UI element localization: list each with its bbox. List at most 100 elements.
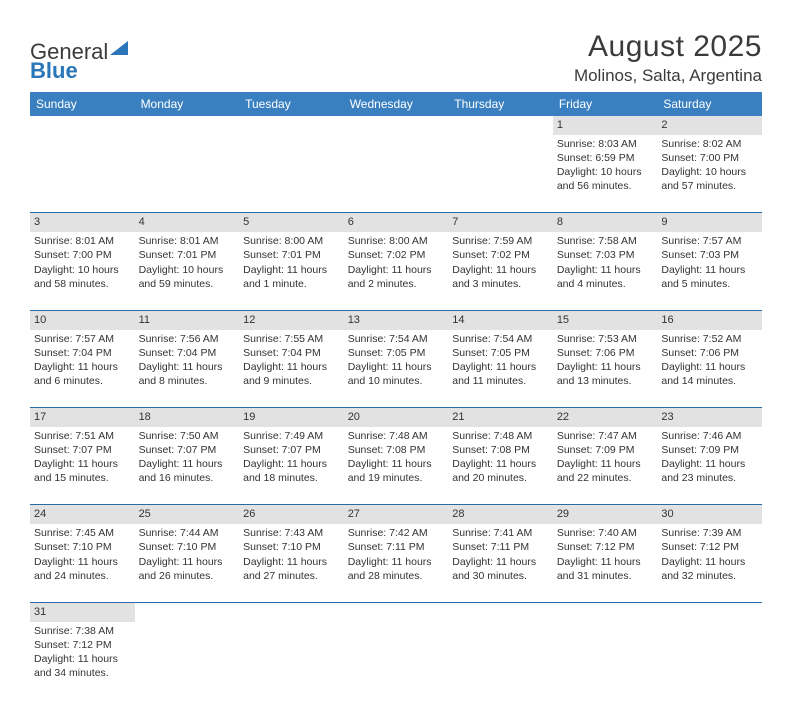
dl2-text: and 58 minutes. [34, 277, 131, 291]
sunrise-text: Sunrise: 8:00 AM [348, 234, 445, 248]
day-number-cell: 20 [344, 408, 449, 427]
day-cell: Sunrise: 7:42 AMSunset: 7:11 PMDaylight:… [344, 524, 449, 602]
day-number-cell: 30 [657, 505, 762, 524]
weekday-header: Saturday [657, 92, 762, 116]
sunset-text: Sunset: 7:02 PM [452, 248, 549, 262]
sunset-text: Sunset: 7:04 PM [139, 346, 236, 360]
day-cell: Sunrise: 7:48 AMSunset: 7:08 PMDaylight:… [448, 427, 553, 505]
dl1-text: Daylight: 11 hours [348, 263, 445, 277]
day-number-cell: 12 [239, 310, 344, 329]
day-cell [344, 622, 449, 700]
dl1-text: Daylight: 11 hours [557, 360, 654, 374]
day-cell: Sunrise: 8:03 AMSunset: 6:59 PMDaylight:… [553, 135, 658, 213]
day-cell: Sunrise: 7:51 AMSunset: 7:07 PMDaylight:… [30, 427, 135, 505]
day-number-cell: 29 [553, 505, 658, 524]
dl2-text: and 22 minutes. [557, 471, 654, 485]
dl2-text: and 2 minutes. [348, 277, 445, 291]
dl1-text: Daylight: 11 hours [661, 457, 758, 471]
dl1-text: Daylight: 11 hours [243, 360, 340, 374]
dl2-text: and 3 minutes. [452, 277, 549, 291]
day-cell: Sunrise: 7:56 AMSunset: 7:04 PMDaylight:… [135, 330, 240, 408]
sunset-text: Sunset: 7:10 PM [34, 540, 131, 554]
dl1-text: Daylight: 11 hours [661, 263, 758, 277]
weekday-header: Sunday [30, 92, 135, 116]
location-text: Molinos, Salta, Argentina [574, 66, 762, 86]
day-number-cell: 24 [30, 505, 135, 524]
week-row: Sunrise: 7:51 AMSunset: 7:07 PMDaylight:… [30, 427, 762, 505]
week-row: Sunrise: 8:01 AMSunset: 7:00 PMDaylight:… [30, 232, 762, 310]
sunset-text: Sunset: 7:08 PM [452, 443, 549, 457]
dl2-text: and 8 minutes. [139, 374, 236, 388]
dl2-text: and 28 minutes. [348, 569, 445, 583]
sunset-text: Sunset: 7:10 PM [139, 540, 236, 554]
day-cell: Sunrise: 7:58 AMSunset: 7:03 PMDaylight:… [553, 232, 658, 310]
dl1-text: Daylight: 11 hours [557, 263, 654, 277]
week-row: Sunrise: 7:38 AMSunset: 7:12 PMDaylight:… [30, 622, 762, 700]
sunset-text: Sunset: 7:03 PM [557, 248, 654, 262]
sunset-text: Sunset: 7:08 PM [348, 443, 445, 457]
day-cell [135, 135, 240, 213]
day-cell: Sunrise: 7:53 AMSunset: 7:06 PMDaylight:… [553, 330, 658, 408]
sunrise-text: Sunrise: 7:58 AM [557, 234, 654, 248]
weekday-header: Monday [135, 92, 240, 116]
dl2-text: and 5 minutes. [661, 277, 758, 291]
day-number-cell [448, 116, 553, 135]
day-number-cell: 22 [553, 408, 658, 427]
day-cell: Sunrise: 7:54 AMSunset: 7:05 PMDaylight:… [344, 330, 449, 408]
dl1-text: Daylight: 10 hours [34, 263, 131, 277]
day-number-cell [30, 116, 135, 135]
title-block: August 2025 Molinos, Salta, Argentina [574, 30, 762, 86]
sunset-text: Sunset: 7:01 PM [139, 248, 236, 262]
dl2-text: and 15 minutes. [34, 471, 131, 485]
day-cell [239, 135, 344, 213]
day-cell: Sunrise: 7:49 AMSunset: 7:07 PMDaylight:… [239, 427, 344, 505]
day-number-cell: 18 [135, 408, 240, 427]
dl1-text: Daylight: 11 hours [34, 360, 131, 374]
day-cell [448, 135, 553, 213]
day-number-cell: 11 [135, 310, 240, 329]
day-number-cell: 3 [30, 213, 135, 232]
day-number-cell: 8 [553, 213, 658, 232]
daynum-row: 3456789 [30, 213, 762, 232]
dl1-text: Daylight: 11 hours [139, 555, 236, 569]
calendar-table: Sunday Monday Tuesday Wednesday Thursday… [30, 92, 762, 700]
week-row: Sunrise: 8:03 AMSunset: 6:59 PM Daylight:… [30, 135, 762, 213]
dl2-text: and 34 minutes. [34, 666, 131, 680]
sunset-text: Sunset: 7:09 PM [661, 443, 758, 457]
day-cell: Sunrise: 7:41 AMSunset: 7:11 PMDaylight:… [448, 524, 553, 602]
sunrise-text: Sunrise: 7:48 AM [452, 429, 549, 443]
daynum-row: 10111213141516 [30, 310, 762, 329]
sunset-text: Sunset: 6:59 PM [557, 151, 654, 165]
day-cell: Sunrise: 7:46 AMSunset: 7:09 PMDaylight:… [657, 427, 762, 505]
brand-text-2: Blue [30, 58, 78, 84]
sunset-text: Sunset: 7:11 PM [452, 540, 549, 554]
daynum-row: 12 [30, 116, 762, 135]
sunrise-text: Sunrise: 7:53 AM [557, 332, 654, 346]
day-number-cell: 14 [448, 310, 553, 329]
sunset-text: Sunset: 7:06 PM [661, 346, 758, 360]
day-number-cell: 28 [448, 505, 553, 524]
sunset-text: Sunset: 7:11 PM [348, 540, 445, 554]
dl1-text: Daylight: 11 hours [348, 555, 445, 569]
dl1-text: Daylight: 11 hours [34, 457, 131, 471]
page-header: General August 2025 Molinos, Salta, Arge… [30, 30, 762, 86]
dl1-text: Daylight: 10 hours [661, 165, 758, 179]
sail-icon [109, 36, 129, 62]
dl2-text: and 18 minutes. [243, 471, 340, 485]
sunrise-text: Sunrise: 8:03 AM [557, 137, 654, 151]
dl1-text: Daylight: 10 hours [139, 263, 236, 277]
day-number-cell: 1 [553, 116, 658, 135]
dl1-text: Daylight: 11 hours [243, 555, 340, 569]
day-cell: Sunrise: 7:55 AMSunset: 7:04 PMDaylight:… [239, 330, 344, 408]
sunrise-text: Sunrise: 7:44 AM [139, 526, 236, 540]
sunrise-text: Sunrise: 7:56 AM [139, 332, 236, 346]
sunrise-text: Sunrise: 7:49 AM [243, 429, 340, 443]
day-number-cell: 13 [344, 310, 449, 329]
sunrise-text: Sunrise: 7:59 AM [452, 234, 549, 248]
day-number-cell: 26 [239, 505, 344, 524]
day-cell: Sunrise: 7:38 AMSunset: 7:12 PMDaylight:… [30, 622, 135, 700]
dl2-text: and 32 minutes. [661, 569, 758, 583]
sunrise-text: Sunrise: 7:43 AM [243, 526, 340, 540]
sunrise-text: Sunrise: 7:50 AM [139, 429, 236, 443]
sunset-text: Sunset: 7:07 PM [34, 443, 131, 457]
